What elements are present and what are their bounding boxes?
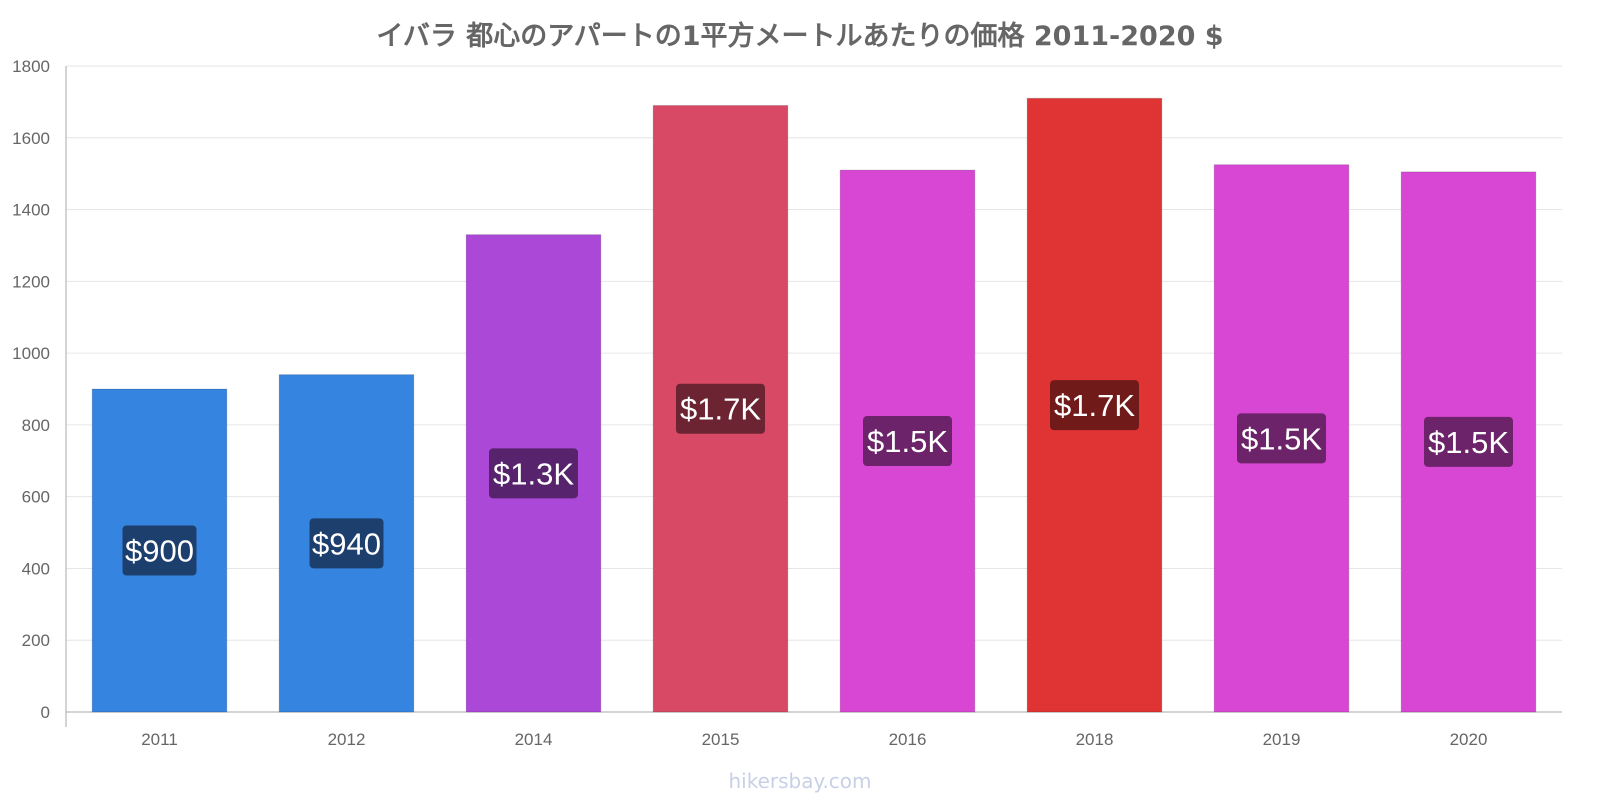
data-label-box	[1424, 416, 1513, 467]
data-label: $1.7K	[1054, 388, 1135, 423]
y-tick-label: 1800	[12, 57, 50, 76]
data-label: $1.5K	[1428, 425, 1509, 460]
y-tick-label: 1000	[12, 344, 50, 363]
data-label-box	[309, 518, 384, 569]
data-label: $1.7K	[680, 392, 761, 427]
data-label: $900	[125, 534, 194, 569]
y-tick-label: 600	[22, 488, 50, 507]
y-tick-label: 200	[22, 631, 50, 650]
y-tick-label: 1400	[12, 201, 50, 220]
y-tick-label: 400	[22, 559, 50, 578]
data-label-box	[1237, 413, 1326, 464]
y-tick-label: 800	[22, 416, 50, 435]
x-tick-label: 2015	[702, 730, 740, 749]
x-tick-label: 2016	[889, 730, 927, 749]
data-label: $940	[312, 526, 381, 561]
x-tick-label: 2019	[1263, 730, 1301, 749]
data-label-box	[122, 525, 197, 576]
data-label-box	[489, 448, 578, 499]
chart-title: イバラ 都心のアパートの1平方メートルあたりの価格 2011-2020 $	[376, 21, 1224, 52]
data-label: $1.5K	[1241, 421, 1322, 456]
data-label-box	[1050, 380, 1139, 431]
data-label-box	[676, 383, 765, 434]
y-tick-label: 0	[41, 703, 50, 722]
y-tick-label: 1600	[12, 129, 50, 148]
x-tick-label: 2018	[1076, 730, 1114, 749]
watermark: hikersbay.com	[728, 769, 872, 793]
data-label: $1.3K	[493, 456, 574, 491]
x-tick-label: 2014	[515, 730, 553, 749]
x-tick-label: 2020	[1450, 730, 1488, 749]
y-tick-label: 1200	[12, 272, 50, 291]
x-tick-label: 2012	[328, 730, 366, 749]
data-label: $1.5K	[867, 424, 948, 459]
data-label-box	[863, 416, 952, 467]
x-tick-label: 2011	[141, 730, 178, 749]
